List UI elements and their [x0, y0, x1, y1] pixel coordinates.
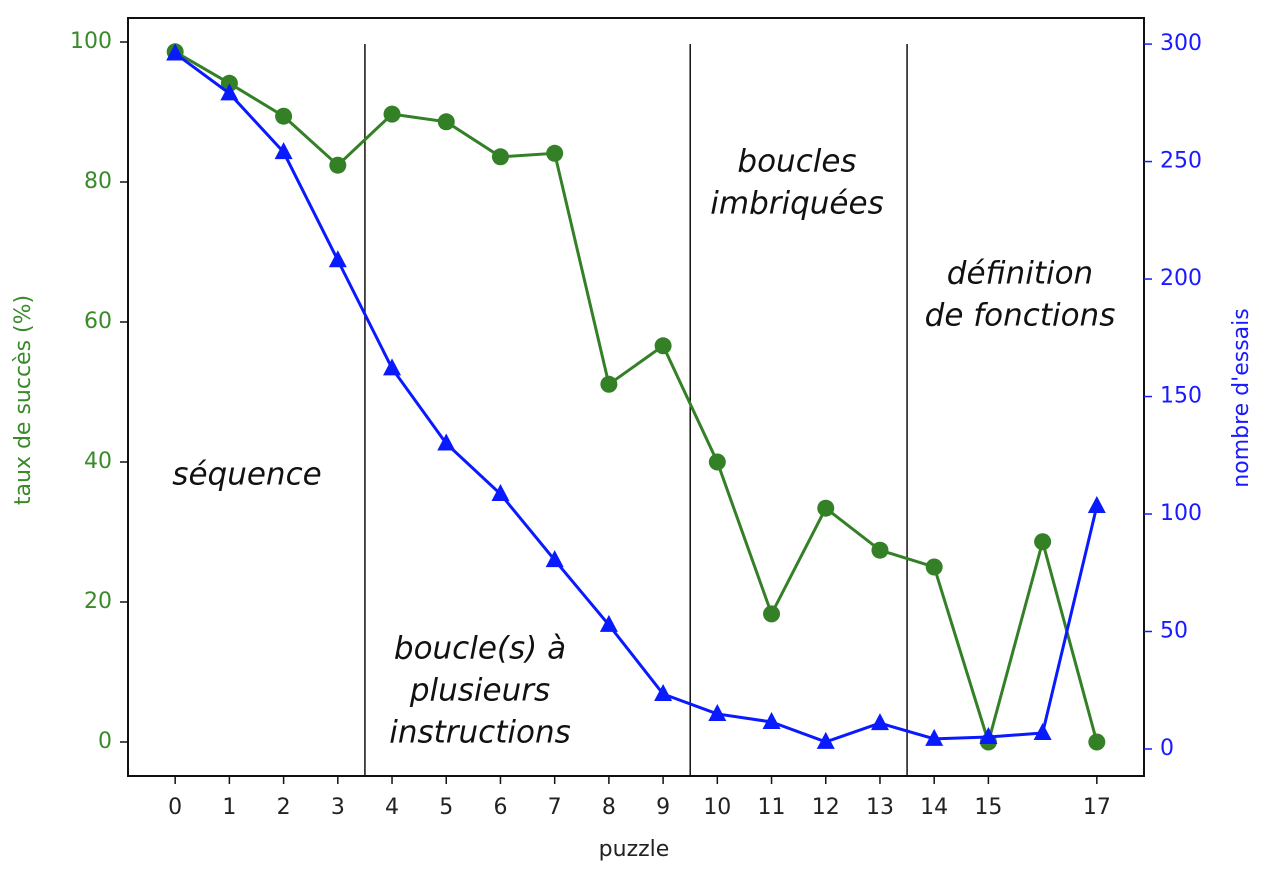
circle-marker: [437, 113, 455, 131]
circle-marker: [383, 105, 401, 123]
section-label: de fonctions: [925, 298, 1116, 334]
y-tick-label: 20: [84, 589, 112, 614]
circle-marker: [329, 156, 347, 174]
x-tick-label: 5: [439, 795, 453, 820]
x-tick-label: 15: [974, 795, 1002, 820]
triangle-marker: [1087, 496, 1106, 514]
circle-marker: [220, 74, 238, 92]
section-label: imbriquées: [710, 186, 883, 222]
x-tick-label: 9: [656, 795, 670, 820]
y2-tick-label: 250: [1160, 149, 1202, 174]
x-tick-label: 3: [331, 795, 345, 820]
y2-axis-label: nombre d'essais: [1229, 308, 1254, 487]
x-tick-label: 8: [602, 795, 616, 820]
triangle-marker: [220, 83, 239, 101]
circle-marker: [925, 558, 943, 576]
triangle-marker: [925, 728, 944, 746]
triangle-marker: [870, 713, 889, 731]
circle-marker: [871, 541, 889, 559]
section-label: boucles: [737, 144, 856, 180]
triangle-marker: [979, 726, 998, 744]
x-axis-label: puzzle: [599, 837, 670, 862]
x-tick-label: 6: [493, 795, 507, 820]
triangle-marker: [328, 250, 347, 268]
triangle-marker: [762, 711, 781, 729]
circle-marker: [546, 144, 564, 162]
circle-marker: [763, 605, 781, 623]
circle-marker: [1088, 733, 1106, 751]
y-tick-label: 80: [84, 169, 112, 194]
y2-tick-label: 100: [1160, 501, 1202, 526]
circle-marker: [600, 375, 618, 393]
triangle-marker: [383, 358, 402, 376]
circle-marker: [708, 453, 726, 471]
series-line: [174, 50, 1099, 748]
x-tick-label: 0: [168, 795, 182, 820]
y-axis-label: taux de succès (%): [11, 295, 36, 505]
x-tick-label: 13: [866, 795, 894, 820]
triangle-marker: [708, 703, 727, 721]
triangle-marker: [437, 433, 456, 451]
triangle-marker: [1033, 723, 1052, 741]
circle-marker: [1034, 533, 1052, 551]
circle-marker: [817, 499, 835, 517]
y-tick-label: 0: [98, 729, 112, 754]
circle-marker: [654, 337, 672, 355]
x-tick-label: 2: [277, 795, 291, 820]
y2-tick-label: 300: [1160, 31, 1202, 56]
plot-frame: [127, 17, 1145, 777]
triangle-marker: [654, 683, 673, 701]
x-tick-label: 11: [758, 795, 786, 820]
triangle-marker: [599, 614, 618, 632]
y2-tick-label: 150: [1160, 384, 1202, 409]
triangle-marker: [274, 142, 293, 160]
section-label: boucle(s) à: [394, 631, 566, 667]
y2-tick-label: 0: [1160, 736, 1174, 761]
y-tick-label: 40: [84, 449, 112, 474]
triangle-marker: [816, 731, 835, 749]
x-tick-label: 10: [703, 795, 731, 820]
section-label: définition: [947, 256, 1093, 292]
triangle-marker: [491, 484, 510, 502]
x-tick-label: 17: [1083, 795, 1111, 820]
circle-marker: [275, 107, 293, 125]
x-tick-label: 1: [222, 795, 236, 820]
section-label: instructions: [389, 715, 571, 751]
x-tick-label: 12: [812, 795, 840, 820]
section-label: plusieurs: [409, 673, 550, 709]
x-tick-label: 4: [385, 795, 399, 820]
y2-tick-label: 200: [1160, 266, 1202, 291]
x-tick-label: 7: [548, 795, 562, 820]
y2-tick-label: 50: [1160, 618, 1188, 643]
series-line: [174, 52, 1099, 744]
section-label: séquence: [172, 457, 321, 493]
y-tick-label: 100: [70, 29, 112, 54]
y-tick-label: 60: [84, 309, 112, 334]
triangle-marker: [545, 550, 564, 568]
circle-marker: [491, 148, 509, 166]
triangle-marker: [166, 43, 185, 61]
x-tick-label: 14: [920, 795, 948, 820]
